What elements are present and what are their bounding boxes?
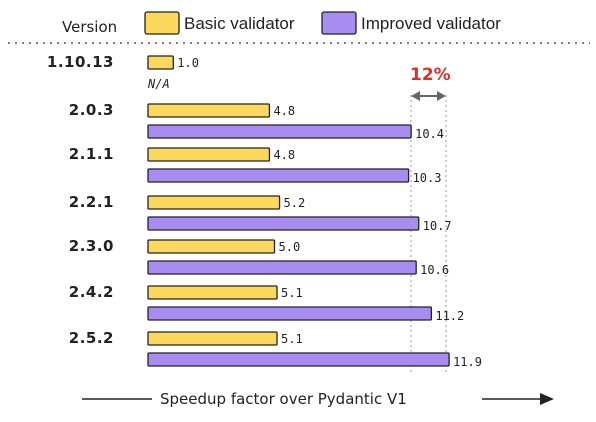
improved-bar xyxy=(147,124,412,139)
version-label: 1.10.13 xyxy=(47,53,114,71)
basic-bar xyxy=(147,285,278,300)
improved-bar xyxy=(147,306,433,321)
improved-bar xyxy=(147,216,420,231)
basic-bar xyxy=(147,239,276,254)
percent-annotation: 12% xyxy=(410,65,451,85)
arrow-right-icon xyxy=(540,393,554,405)
improved-value-label: 10.7 xyxy=(423,219,452,233)
improved-value-label: 11.2 xyxy=(435,309,464,323)
version-label: 2.1.1 xyxy=(69,145,114,163)
legend-swatch-basic xyxy=(144,11,180,35)
legend-title: Version xyxy=(62,18,117,36)
double-arrow-icon xyxy=(411,91,446,101)
legend-label-improved: Improved validator xyxy=(361,14,501,33)
basic-value-label: 5.2 xyxy=(284,196,306,210)
version-label: 2.0.3 xyxy=(69,101,114,119)
basic-bar xyxy=(147,55,174,70)
basic-bar xyxy=(147,147,271,162)
improved-value-label: N/A xyxy=(147,77,170,91)
basic-value-label: 5.1 xyxy=(281,286,303,300)
basic-bar xyxy=(147,103,271,118)
basic-bar xyxy=(147,195,281,210)
version-label: 2.4.2 xyxy=(69,283,114,301)
improved-value-label: 11.9 xyxy=(453,355,482,369)
version-label: 2.3.0 xyxy=(69,237,114,255)
improved-value-label: 10.3 xyxy=(413,171,442,185)
version-label: 2.2.1 xyxy=(69,193,114,211)
version-label: 2.5.2 xyxy=(69,329,114,347)
basic-value-label: 5.0 xyxy=(279,240,301,254)
improved-bar xyxy=(147,168,410,183)
basic-value-label: 1.0 xyxy=(177,56,199,70)
basic-value-label: 5.1 xyxy=(281,332,303,346)
basic-bar xyxy=(147,331,278,346)
improved-value-label: 10.4 xyxy=(415,127,444,141)
bars-group: 1.10.13 1.0 N/A 2.0.3 4.8 10.4 2.1.1 4.8 10.3 2.2… xyxy=(47,53,482,369)
basic-value-label: 4.8 xyxy=(273,104,295,118)
improved-bar xyxy=(147,260,417,275)
legend-swatch-improved xyxy=(321,11,357,35)
basic-value-label: 4.8 xyxy=(273,148,295,162)
legend-label-basic: Basic validator xyxy=(184,14,295,33)
improved-bar xyxy=(147,352,450,367)
x-axis-label: Speedup factor over Pydantic V1 xyxy=(160,390,407,408)
improved-value-label: 10.6 xyxy=(420,263,449,277)
